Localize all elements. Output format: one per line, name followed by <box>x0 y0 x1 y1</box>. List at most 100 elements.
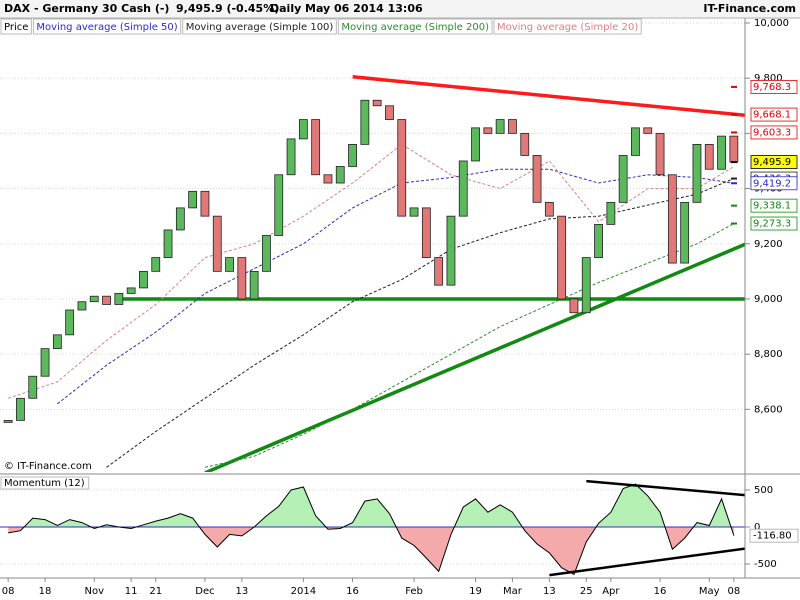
x-tick-label: 18 <box>39 586 52 597</box>
price-label-box <box>750 198 798 213</box>
trend-line <box>352 75 745 118</box>
x-tick-label: 16 <box>346 586 359 597</box>
candle <box>188 190 198 209</box>
legend-label: Moving average (Simple 20) <box>497 22 638 33</box>
candle <box>28 375 38 399</box>
legend-label: Price <box>4 22 28 33</box>
area-down <box>8 527 734 575</box>
x-tick-label: 2014 <box>291 586 316 597</box>
momentum-line <box>8 483 735 576</box>
candle <box>434 257 444 286</box>
candle <box>692 144 702 203</box>
price-label-box <box>750 107 798 122</box>
x-tick-label: 13 <box>543 586 556 597</box>
candle <box>77 301 87 311</box>
candle <box>262 235 271 272</box>
price-label: 9,668.1 <box>753 110 791 121</box>
legend-box <box>337 18 493 35</box>
last-value-box <box>749 528 799 543</box>
y-tick-label: 500 <box>754 485 773 496</box>
candle <box>581 257 591 314</box>
watermark: © IT-Finance.com <box>4 461 92 472</box>
candle <box>397 119 407 217</box>
panel-title: Momentum (12) <box>4 478 85 489</box>
period: Daily <box>270 2 301 15</box>
candle <box>409 207 419 217</box>
price-label-box <box>750 125 798 140</box>
instrument: DAX - Germany 30 Cash (-) <box>4 2 169 15</box>
candle <box>483 127 493 134</box>
candle <box>471 127 480 162</box>
price-label: 9,273.3 <box>753 219 791 230</box>
candle <box>335 166 345 184</box>
x-tick-label: May <box>699 586 720 597</box>
y-tick-label: -500 <box>754 559 777 570</box>
candle <box>520 132 530 156</box>
candle <box>274 174 284 236</box>
price-label: 9,419.2 <box>753 178 791 189</box>
x-tick-label: 25 <box>580 586 593 597</box>
momentum-area-positive <box>24 484 732 527</box>
moving-average <box>204 223 735 468</box>
candle <box>52 334 62 350</box>
candle <box>126 287 136 294</box>
panel-title-box <box>0 476 90 490</box>
y-tick-label: 9,000 <box>754 294 783 305</box>
candle <box>667 174 677 264</box>
price-label-box <box>750 216 798 231</box>
x-tick-label: 13 <box>235 586 248 597</box>
price-label: 9,603.3 <box>753 127 791 138</box>
candle <box>249 270 259 300</box>
candle <box>89 295 99 303</box>
candle <box>544 201 554 217</box>
candle <box>65 309 75 336</box>
x-tick-label: 21 <box>149 586 162 597</box>
price-label-box <box>750 155 798 169</box>
candle <box>421 207 431 258</box>
candle <box>200 190 210 217</box>
candle <box>16 397 25 421</box>
candle <box>655 132 665 176</box>
x-tick-label: 08 <box>727 586 740 597</box>
y-tick-label: 9,800 <box>754 73 783 84</box>
candle <box>643 127 653 134</box>
price-panel: © IT-Finance.com <box>0 22 745 472</box>
legend-box <box>493 18 642 35</box>
y-tick-label: 9,200 <box>754 239 783 250</box>
x-tick-label: Mar <box>503 586 523 597</box>
candle <box>102 295 111 305</box>
candle <box>606 201 616 225</box>
x-tick-label: 11 <box>125 586 138 597</box>
x-tick-label: Apr <box>602 586 620 597</box>
candle <box>323 174 333 184</box>
candle <box>225 257 234 272</box>
legend-box <box>32 18 182 35</box>
candle <box>458 160 468 217</box>
legend-box <box>0 18 32 35</box>
y-tick-label: 0 <box>754 522 760 533</box>
candle <box>237 257 247 300</box>
price-label-box <box>750 176 798 191</box>
price-label: 9,768.3 <box>753 82 791 93</box>
candle <box>212 215 222 272</box>
candle <box>372 99 382 107</box>
candle <box>139 270 148 289</box>
candle <box>286 138 296 176</box>
area-up <box>24 484 732 527</box>
candle <box>114 293 124 305</box>
legend-label: Moving average (Simple 100) <box>186 22 334 33</box>
candle <box>348 144 357 167</box>
trend-line <box>586 479 745 497</box>
last-value-label: -116.80 <box>753 531 792 542</box>
candle <box>704 144 714 170</box>
legend-box <box>182 18 337 35</box>
header-bar <box>0 0 800 17</box>
legend-label: Moving average (Simple 50) <box>36 22 177 33</box>
candle <box>360 99 370 145</box>
price-label-box <box>750 80 798 94</box>
x-tick-label: Feb <box>405 586 423 597</box>
candle <box>594 224 603 258</box>
momentum-area-negative <box>8 527 734 575</box>
candle <box>446 215 456 286</box>
